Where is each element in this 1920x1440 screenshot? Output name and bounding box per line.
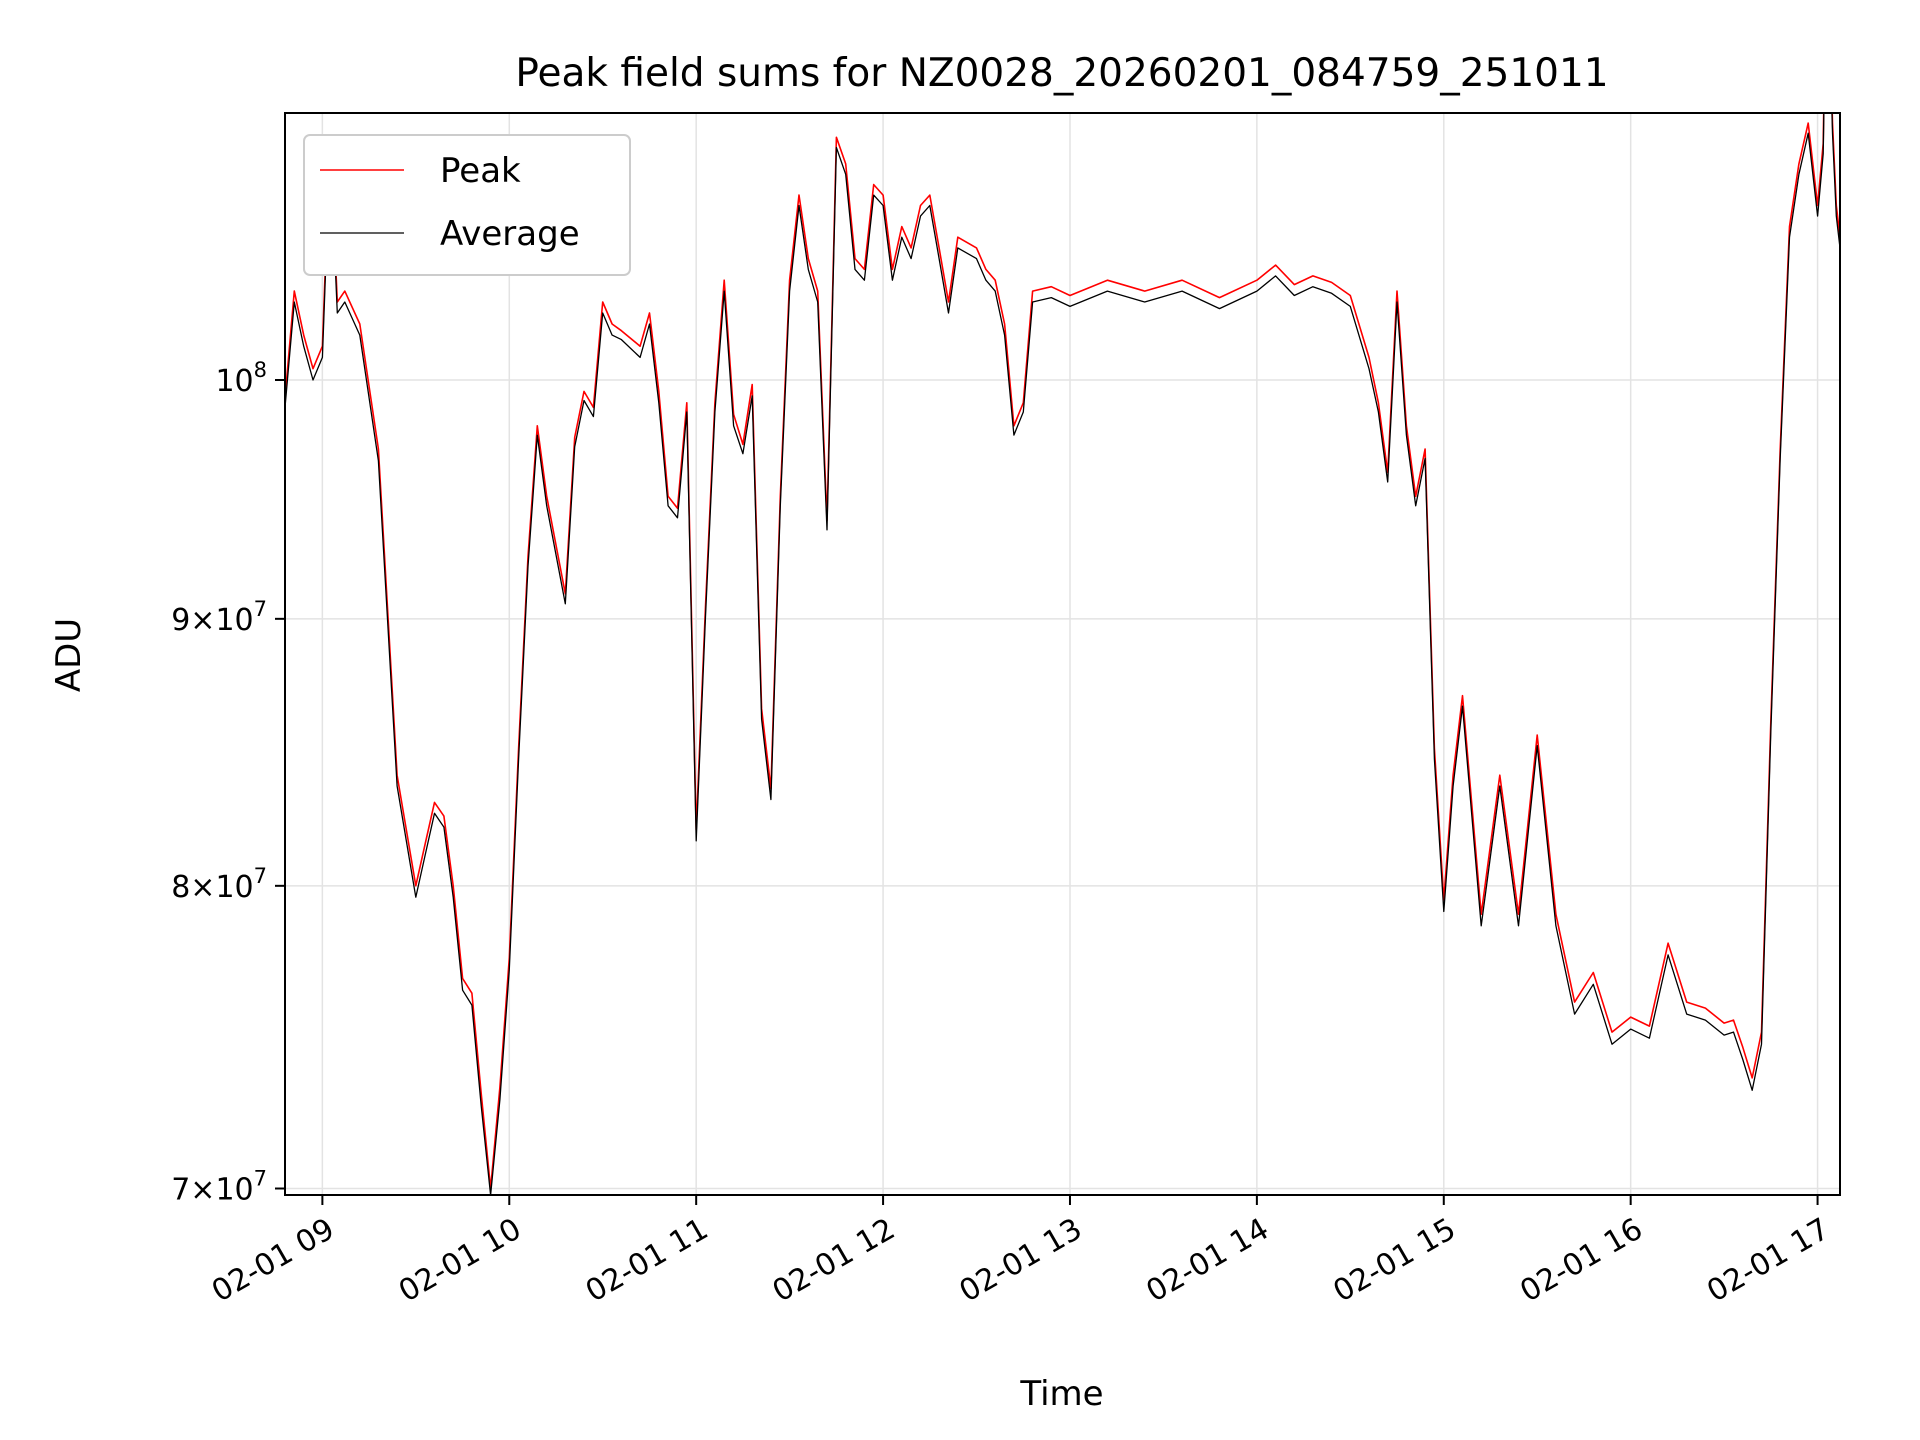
- y-tick-label: 8×107: [171, 864, 267, 905]
- series-line-average: [285, 113, 1840, 1195]
- legend-label-average: Average: [440, 214, 580, 254]
- legend-label-peak: Peak: [440, 151, 521, 191]
- y-tick-label: 9×107: [171, 597, 267, 638]
- series-line-peak: [285, 113, 1840, 1190]
- y-axis-label: ADU: [49, 618, 89, 692]
- plot-lines: [285, 113, 1840, 1195]
- x-axis-label: Time: [1019, 1374, 1103, 1414]
- plot-frame: [284, 112, 1841, 1196]
- legend: Peak Average: [303, 134, 631, 276]
- chart-title: Peak field sums for NZ0028_20260201_0847…: [515, 51, 1608, 96]
- y-tick-label: 7×107: [171, 1167, 267, 1208]
- grid: [285, 113, 1840, 1195]
